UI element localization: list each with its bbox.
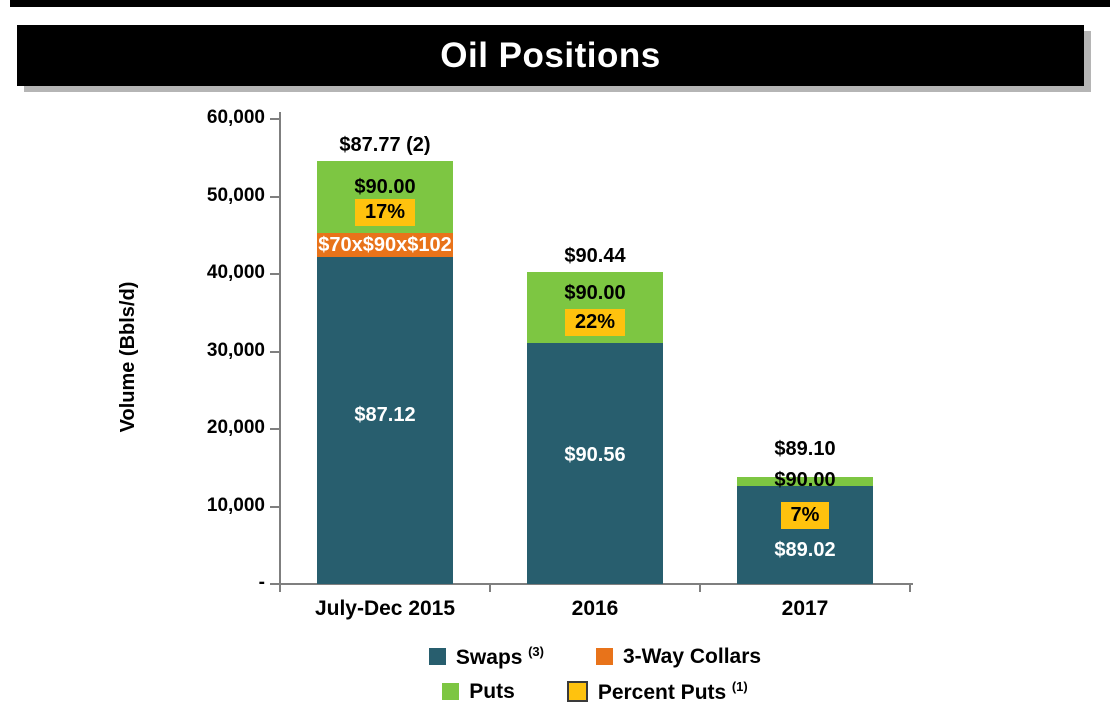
bar-segment-swaps-july-dec-2015 — [317, 256, 453, 584]
bar-segment-3-way-collars-july-dec-2015 — [317, 232, 453, 257]
chart-title-banner: Oil Positions — [17, 25, 1084, 86]
y-tick-label: 30,000 — [206, 339, 265, 361]
legend-label-3-way-collars: 3-Way Collars — [622, 644, 762, 668]
legend-item-percent-puts: Percent Puts (1) — [566, 678, 748, 705]
bar-label-2016-22: 22% — [480, 309, 710, 337]
y-tick-label: 40,000 — [206, 262, 265, 283]
bar-segment-puts-2017 — [737, 477, 873, 487]
legend-item-swaps: Swaps (3) — [428, 643, 544, 670]
x-axis-label-2017: 2017 — [781, 597, 829, 620]
bar-label-text: $90.00 — [564, 281, 626, 304]
bar-label-2016-90-44: $90.44 — [480, 242, 710, 270]
bar-label-text: $90.56 — [564, 443, 626, 466]
legend-row: Puts Percent Puts (1) — [442, 676, 748, 707]
legend-item-3-way-collars: 3-Way Collars — [595, 644, 762, 669]
bar-label-text: $70x$90x$102 — [318, 233, 452, 256]
legend-label-percent-puts: Percent Puts (1) — [597, 678, 748, 704]
y-tick-label: - — [258, 572, 265, 593]
bar-label-2017-89-02: $89.02 — [690, 537, 920, 565]
y-tick-label: 10,000 — [206, 494, 265, 516]
bar-label-text: 22% — [564, 309, 626, 337]
bar-label-text: $89.10 — [774, 438, 836, 461]
x-tick-mark — [279, 584, 281, 592]
bar-label-2016-90-56: $90.56 — [480, 441, 710, 469]
y-tick-mark — [270, 428, 280, 430]
bar-label-2017-7: 7% — [690, 502, 920, 530]
legend-footnote-marker: (3) — [524, 643, 544, 659]
bar-label-text: $90.00 — [354, 175, 416, 198]
y-tick-mark — [270, 118, 280, 120]
legend-swatch-3-way-collars — [595, 648, 613, 665]
bar-label-july-dec-2015-90-00: $90.00 — [270, 173, 500, 201]
legend-row: Swaps (3) 3-Way Collars — [428, 641, 762, 672]
y-tick-label: 50,000 — [206, 184, 265, 206]
y-tick-label: 20,000 — [206, 417, 265, 438]
legend-swatch-percent-puts — [566, 681, 588, 702]
bar-label-text: $90.44 — [564, 244, 626, 267]
legend-item-puts: Puts — [442, 680, 515, 704]
legend-footnote-marker: (1) — [728, 678, 748, 694]
bar-label-text: 17% — [354, 199, 416, 227]
y-tick-mark — [270, 583, 280, 585]
legend-label-swaps: Swaps (3) — [455, 643, 544, 669]
x-axis-label-2016: 2016 — [571, 597, 619, 620]
bar-label-2017-90-00: $90.00 — [690, 467, 920, 495]
bar-label-2016-90-00: $90.00 — [480, 279, 710, 307]
chart-title: Oil Positions — [440, 35, 661, 75]
y-tick-mark — [270, 195, 280, 198]
x-axis-line — [279, 583, 913, 585]
bar-label-text: 7% — [780, 502, 830, 530]
legend: Swaps (3) 3-Way Collars Puts Percent Puts (… — [80, 641, 1110, 707]
legend-swatch-puts — [442, 683, 460, 700]
y-tick-mark — [270, 273, 280, 275]
bar-label-text: $89.02 — [774, 539, 836, 562]
legend-label-puts: Puts — [469, 679, 515, 703]
bar-label-text: $90.00 — [774, 469, 836, 492]
y-tick-mark — [270, 505, 280, 508]
bar-label-text: $87.77 (2) — [339, 133, 431, 156]
bar-label-july-dec-2015-70x-90x-102: $70x$90x$102 — [270, 231, 500, 259]
slide-top-border — [10, 0, 1110, 7]
x-axis-label-july-dec-2015: July-Dec 2015 — [314, 597, 456, 620]
legend-swatch-swaps — [428, 648, 446, 665]
y-axis-line — [279, 112, 281, 586]
bar-label-text: $87.12 — [354, 403, 416, 426]
x-tick-mark — [489, 584, 491, 592]
bar-label-2017-89-10: $89.10 — [690, 436, 920, 464]
x-tick-mark — [909, 584, 911, 592]
y-tick-label: 60,000 — [206, 107, 265, 128]
bar-label-july-dec-2015-17: 17% — [270, 199, 500, 227]
y-tick-mark — [270, 350, 280, 353]
bar-label-july-dec-2015-87-77-2: $87.77 (2) — [270, 131, 500, 159]
x-tick-mark — [699, 584, 701, 592]
bar-segment-swaps-2016 — [527, 342, 663, 584]
bar-label-july-dec-2015-87-12: $87.12 — [270, 401, 500, 429]
